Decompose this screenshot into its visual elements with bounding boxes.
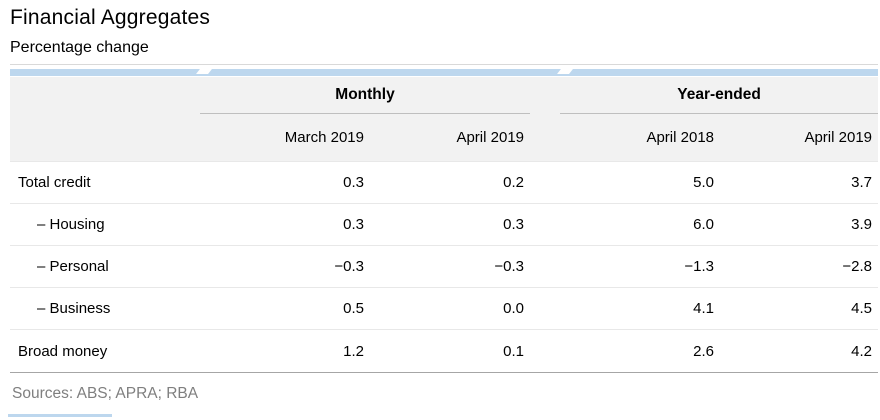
cell-value: −1.3 [684,258,714,275]
accent-bar-notch [196,69,212,74]
cell-value: −0.3 [494,258,524,275]
row-label: Broad money [18,342,108,360]
financial-aggregates-page: Financial Aggregates Percentage change M… [8,6,878,417]
footer-divider [10,372,878,373]
page-title: Financial Aggregates [10,6,211,29]
column-header-april-2018: April 2018 [646,129,714,146]
cell-value: 4.2 [851,342,872,360]
cell-value: 0.5 [343,300,364,317]
cell-value: 0.2 [503,174,524,191]
column-header-april-2019-monthly: April 2019 [456,129,524,146]
group-header-year-ended: Year-ended [560,77,878,114]
column-header-row: March 2019 April 2019 April 2018 April 2… [10,114,878,161]
table-row-broad-money: Broad money 1.2 0.1 2.6 4.2 [10,330,878,372]
column-header-march-2019: March 2019 [284,129,364,146]
table-row-business: – Business 0.5 0.0 4.1 4.5 [10,288,878,330]
row-label: – Personal [37,258,109,275]
accent-bar [10,69,878,76]
cell-value: 0.3 [343,216,364,233]
cell-value: 0.3 [503,216,524,233]
row-label: – Business [37,300,111,317]
group-header-monthly: Monthly [200,77,530,114]
cell-value: 0.3 [343,174,364,191]
subtitle-divider [10,64,878,65]
cell-value: −0.3 [334,258,364,275]
table-row-personal: – Personal −0.3 −0.3 −1.3 −2.8 [10,246,878,288]
cell-value: 6.0 [693,216,714,233]
table-header: Monthly Year-ended March 2019 April 2019… [10,77,878,162]
cell-value: 3.9 [851,216,872,233]
row-label: – Housing [37,216,105,233]
table-row-housing: – Housing 0.3 0.3 6.0 3.9 [10,204,878,246]
cell-value: 4.1 [693,300,714,317]
group-header-row: Monthly Year-ended [10,77,878,114]
bottom-accent-bar [8,414,112,417]
cell-value: −2.8 [842,258,872,275]
row-label: Total credit [18,174,91,191]
accent-bar-notch [557,69,573,74]
cell-value: 0.1 [503,342,524,360]
table-row-total-credit: Total credit 0.3 0.2 5.0 3.7 [10,162,878,204]
cell-value: 2.6 [693,342,714,360]
cell-value: 4.5 [851,300,872,317]
cell-value: 1.2 [343,342,364,360]
column-header-april-2019-year-ended: April 2019 [804,129,872,146]
cell-value: 3.7 [851,174,872,191]
cell-value: 5.0 [693,174,714,191]
page-subtitle: Percentage change [10,39,149,56]
sources-text: Sources: ABS; APRA; RBA [12,385,199,402]
cell-value: 0.0 [503,300,524,317]
